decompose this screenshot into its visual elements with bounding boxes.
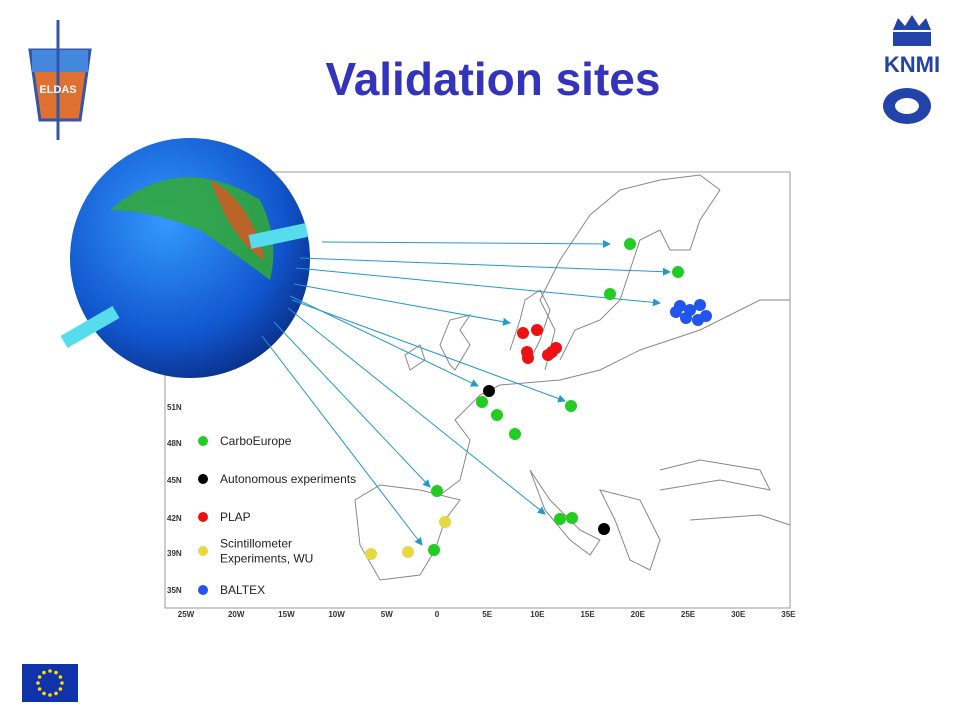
star <box>42 670 46 675</box>
legend-dot <box>198 585 208 595</box>
lat-label: 48N <box>167 439 182 448</box>
legend-dot <box>198 512 208 522</box>
site-dot <box>531 324 543 336</box>
eldas-text: ELDAS <box>39 84 76 96</box>
lon-label: 25W <box>178 610 195 619</box>
star <box>36 681 40 685</box>
site-dot <box>672 266 684 278</box>
legend-dot <box>198 546 208 556</box>
site-dot <box>680 312 692 324</box>
site-dot <box>700 310 712 322</box>
site-dot <box>476 396 488 408</box>
site-dot <box>565 400 577 412</box>
lon-labels: 25W 20W 15W 10W 5W 0 5E 10E 15E 20E 25E 30E 35E <box>178 610 796 619</box>
lon-label: 20E <box>631 610 646 619</box>
site-dot <box>365 548 377 560</box>
star <box>37 687 42 691</box>
lat-label: 42N <box>167 514 182 523</box>
legend-dot <box>198 474 208 484</box>
lon-label: 15E <box>580 610 595 619</box>
site-dot <box>566 512 578 524</box>
site-dot <box>694 299 706 311</box>
site-dot <box>522 352 534 364</box>
star <box>37 675 42 679</box>
site-dot <box>439 516 451 528</box>
site-dot <box>542 349 554 361</box>
site-dot <box>604 288 616 300</box>
legend-label: Scintillometer <box>220 537 292 551</box>
site-dot <box>509 428 521 440</box>
title: Validation sites <box>326 53 661 105</box>
lon-label: 35E <box>781 610 796 619</box>
lon-label: 10W <box>328 610 345 619</box>
site-dot <box>428 544 440 556</box>
legend-label: PLAP <box>220 510 251 524</box>
star <box>58 675 63 679</box>
globe <box>70 138 310 378</box>
eu-flag <box>22 664 78 702</box>
lon-label: 10E <box>530 610 545 619</box>
star <box>48 669 52 673</box>
lon-label: 25E <box>681 610 696 619</box>
star <box>42 691 46 696</box>
lat-label: 35N <box>167 586 182 595</box>
site-dot <box>598 523 610 535</box>
site-dot <box>670 306 682 318</box>
beam <box>248 223 309 249</box>
knmi-logo: KNMI <box>883 15 940 124</box>
site-dot <box>483 385 495 397</box>
lat-label: 45N <box>167 476 182 485</box>
legend-label: Experiments, WU <box>220 552 313 566</box>
legend-label: BALTEX <box>220 583 265 597</box>
star <box>54 691 58 696</box>
star <box>48 693 52 697</box>
legend-dot <box>198 436 208 446</box>
star <box>58 687 63 691</box>
site-dot <box>624 238 636 250</box>
lat-label: 51N <box>167 403 182 412</box>
arrows <box>261 239 671 546</box>
site-dot <box>554 513 566 525</box>
site-dot <box>402 546 414 558</box>
eldas-logo: ELDAS <box>28 20 92 140</box>
lon-label: 5E <box>482 610 492 619</box>
knmi-text: KNMI <box>884 52 940 77</box>
site-dot <box>491 409 503 421</box>
legend-label: CarboEurope <box>220 434 292 448</box>
star <box>54 670 58 675</box>
lon-label: 20W <box>228 610 245 619</box>
lon-label: 15W <box>278 610 295 619</box>
lat-label: 39N <box>167 549 182 558</box>
site-dot <box>550 342 562 354</box>
legend: CarboEurope Autonomous experiments PLAP Sci… <box>198 434 356 597</box>
site-dot <box>517 327 529 339</box>
star <box>60 681 64 685</box>
lon-label: 5W <box>381 610 393 619</box>
site-dot <box>431 485 443 497</box>
lon-label: 30E <box>731 610 746 619</box>
legend-label: Autonomous experiments <box>220 472 356 486</box>
coastlines <box>354 174 791 581</box>
beam <box>60 305 120 349</box>
lon-label: 0 <box>435 610 440 619</box>
sites <box>365 238 712 560</box>
